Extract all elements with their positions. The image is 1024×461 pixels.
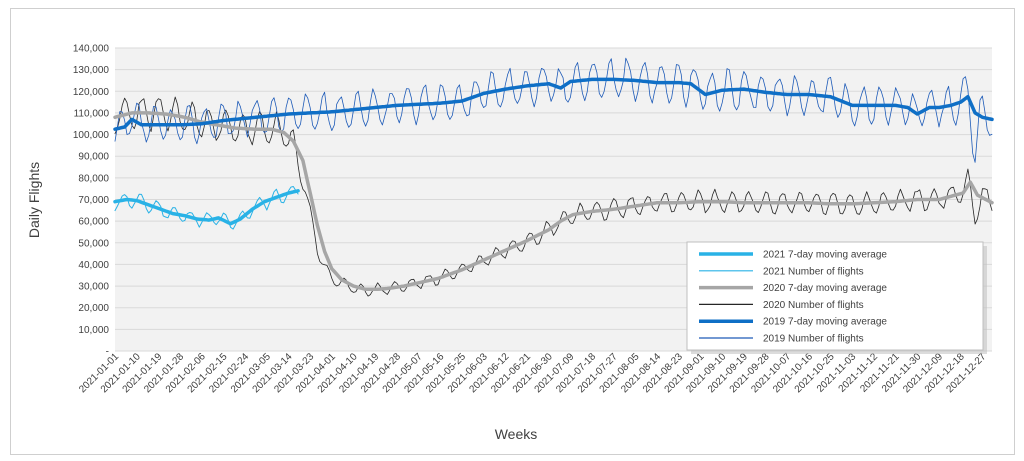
y-tick-label: 20,000: [78, 303, 109, 314]
y-tick-label: 30,000: [78, 282, 109, 293]
legend-entry: 2020 7-day moving average: [763, 283, 887, 294]
legend-box: [686, 241, 984, 351]
series-line-2020-7-day-moving-average: [113, 111, 994, 292]
y-tick-label: 80,000: [78, 173, 109, 184]
legend-entry: 2019 Number of flights: [763, 334, 864, 345]
legend-entry: 2021 Number of flights: [763, 266, 864, 277]
series-line-2019-number-of-flights: [114, 57, 993, 163]
y-tick-label: 10,000: [78, 325, 109, 336]
series-line-2021-number-of-flights: [114, 186, 299, 230]
legend: 2021 7-day moving average 2021 Number of …: [686, 241, 987, 354]
y-tick-label: 50,000: [78, 238, 109, 249]
series-lines: [113, 57, 994, 297]
y-tick-label: -: [106, 347, 109, 358]
y-tick-label: 100,000: [73, 130, 110, 141]
y-tick-label: 90,000: [78, 152, 109, 163]
y-tick-label: 60,000: [78, 217, 109, 228]
y-tick-label: 120,000: [73, 87, 110, 98]
daily-flights-chart: - 10,000 20,000 30,000 40,000 50,000 60,000 70,…: [26, 44, 994, 442]
y-tick-label: 140,000: [73, 44, 110, 55]
y-tick-label: 70,000: [78, 195, 109, 206]
chart-frame: - 10,000 20,000 30,000 40,000 50,000 60,000 70,…: [10, 8, 1015, 455]
legend-entry: 2020 Number of flights: [763, 300, 864, 311]
y-tick-label: 110,000: [74, 108, 110, 119]
series-line-2021-7-day-moving-average: [113, 189, 300, 226]
legend-entry: 2019 7-day moving average: [763, 317, 887, 328]
y-axis-ticks: - 10,000 20,000 30,000 40,000 50,000 60,000 70,…: [73, 44, 110, 358]
series-line-2019-7-day-moving-average: [113, 77, 994, 131]
x-axis-title: Weeks: [495, 426, 538, 442]
y-tick-label: 130,000: [73, 65, 110, 76]
x-axis-ticks: 2021-01-012021-01-102021-01-192021-01-28…: [77, 351, 989, 395]
y-tick-label: 40,000: [78, 260, 109, 271]
y-axis-title: Daily Flights: [26, 162, 42, 238]
legend-entry: 2021 7-day moving average: [763, 250, 887, 261]
